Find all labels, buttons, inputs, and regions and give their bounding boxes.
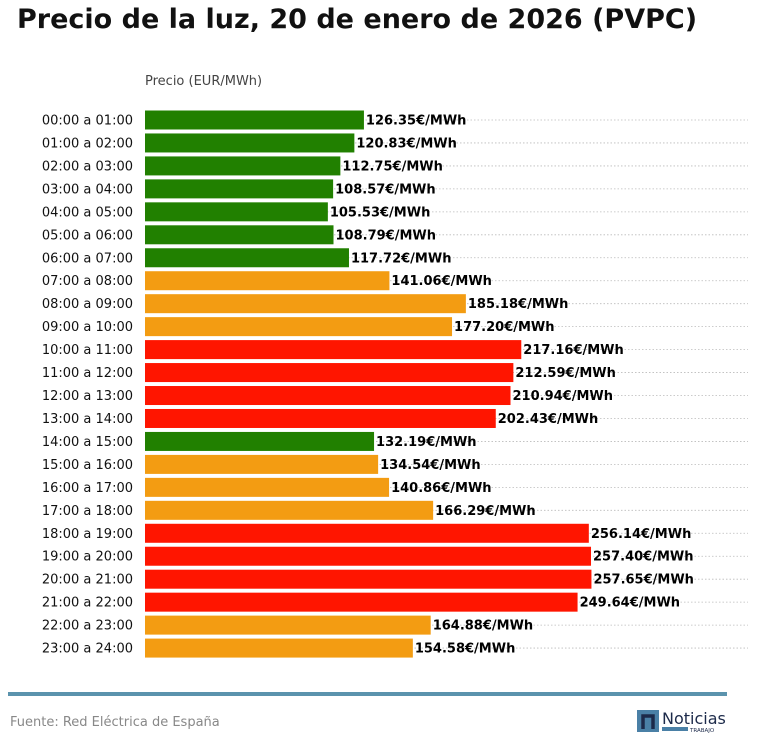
noticias-trabajo-logo: Noticias TRABAJO bbox=[637, 709, 726, 734]
data-label: 210.94€/MWh bbox=[513, 389, 614, 404]
y-tick-label: 04:00 a 05:00 bbox=[42, 205, 133, 220]
bar bbox=[145, 477, 390, 497]
y-tick-label: 23:00 a 24:00 bbox=[42, 642, 133, 657]
data-label: 212.59€/MWh bbox=[515, 366, 616, 381]
data-label: 257.40€/MWh bbox=[593, 550, 694, 565]
data-label: 249.64€/MWh bbox=[580, 596, 681, 611]
bar bbox=[145, 248, 349, 268]
svg-text:TRABAJO: TRABAJO bbox=[689, 728, 715, 734]
chart-title: Precio de la luz, 20 de enero de 2026 (P… bbox=[17, 4, 698, 35]
data-label: 126.35€/MWh bbox=[366, 114, 467, 129]
y-tick-label: 14:00 a 15:00 bbox=[42, 435, 133, 450]
y-tick-label: 00:00 a 01:00 bbox=[42, 114, 133, 129]
y-tick-label: 12:00 a 13:00 bbox=[42, 389, 133, 404]
bar bbox=[145, 133, 355, 153]
bar bbox=[145, 386, 511, 406]
bar bbox=[145, 294, 466, 314]
y-tick-label: 09:00 a 10:00 bbox=[42, 320, 133, 335]
bar bbox=[145, 546, 592, 566]
y-tick-label: 03:00 a 04:00 bbox=[42, 182, 133, 197]
bar bbox=[145, 569, 592, 589]
data-label: 217.16€/MWh bbox=[523, 343, 624, 358]
svg-text:Noticias: Noticias bbox=[662, 709, 726, 728]
bar bbox=[145, 454, 379, 474]
x-axis-label: Precio (EUR/MWh) bbox=[145, 74, 263, 89]
data-label: 105.53€/MWh bbox=[330, 205, 431, 220]
bar bbox=[145, 271, 390, 291]
bar bbox=[145, 225, 334, 245]
data-label: 140.86€/MWh bbox=[391, 481, 492, 496]
data-label: 154.58€/MWh bbox=[415, 642, 516, 657]
bar bbox=[145, 340, 522, 360]
y-tick-label: 17:00 a 18:00 bbox=[42, 504, 133, 519]
data-label: 134.54€/MWh bbox=[380, 458, 481, 473]
data-label: 108.79€/MWh bbox=[336, 228, 437, 243]
y-tick-label: 10:00 a 11:00 bbox=[42, 343, 133, 358]
source-note: Fuente: Red Eléctrica de España bbox=[10, 715, 220, 730]
data-label: 117.72€/MWh bbox=[351, 251, 452, 266]
bar bbox=[145, 638, 413, 658]
data-label: 164.88€/MWh bbox=[433, 619, 534, 634]
data-label: 256.14€/MWh bbox=[591, 527, 692, 542]
y-tick-label: 05:00 a 06:00 bbox=[42, 228, 133, 243]
bar bbox=[145, 615, 431, 635]
data-label: 202.43€/MWh bbox=[498, 412, 599, 427]
bar bbox=[145, 110, 364, 130]
y-tick-label: 07:00 a 08:00 bbox=[42, 274, 133, 289]
y-tick-label: 19:00 a 20:00 bbox=[42, 550, 133, 565]
bar-chart: 00:00 a 01:00 126.35€/MWh 01:00 a 02:00 120… bbox=[42, 110, 748, 658]
footer-divider bbox=[8, 692, 727, 696]
y-tick-label: 11:00 a 12:00 bbox=[42, 366, 133, 381]
data-label: 177.20€/MWh bbox=[454, 320, 554, 335]
bar bbox=[145, 523, 589, 543]
bar bbox=[145, 408, 496, 428]
data-label: 257.65€/MWh bbox=[593, 573, 694, 588]
y-tick-label: 08:00 a 09:00 bbox=[42, 297, 133, 312]
bar bbox=[145, 317, 453, 337]
bar bbox=[145, 500, 434, 520]
data-label: 132.19€/MWh bbox=[376, 435, 477, 450]
data-label: 141.06€/MWh bbox=[391, 274, 492, 289]
bar bbox=[145, 156, 341, 176]
bar bbox=[145, 592, 578, 612]
data-label: 120.83€/MWh bbox=[356, 136, 457, 151]
y-tick-label: 01:00 a 02:00 bbox=[42, 136, 133, 151]
data-label: 185.18€/MWh bbox=[468, 297, 569, 312]
data-label: 112.75€/MWh bbox=[342, 159, 443, 174]
bar bbox=[145, 431, 375, 451]
y-tick-label: 16:00 a 17:00 bbox=[42, 481, 133, 496]
bar bbox=[145, 202, 328, 222]
y-tick-label: 18:00 a 19:00 bbox=[42, 527, 133, 542]
y-tick-label: 13:00 a 14:00 bbox=[42, 412, 133, 427]
y-tick-label: 22:00 a 23:00 bbox=[42, 619, 133, 634]
data-label: 166.29€/MWh bbox=[435, 504, 536, 519]
y-tick-label: 15:00 a 16:00 bbox=[42, 458, 133, 473]
y-tick-label: 02:00 a 03:00 bbox=[42, 159, 133, 174]
y-tick-label: 20:00 a 21:00 bbox=[42, 573, 133, 588]
bar bbox=[145, 179, 334, 199]
y-tick-label: 06:00 a 07:00 bbox=[42, 251, 133, 266]
bar bbox=[145, 363, 514, 383]
data-label: 108.57€/MWh bbox=[335, 182, 436, 197]
y-tick-label: 21:00 a 22:00 bbox=[42, 596, 133, 611]
